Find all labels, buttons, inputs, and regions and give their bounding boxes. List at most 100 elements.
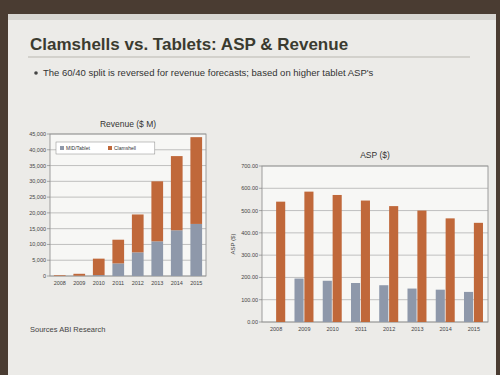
legend-box xyxy=(56,142,155,154)
bar-segment xyxy=(171,156,183,230)
y-tick xyxy=(47,260,50,261)
legend-label: MID/Tablet xyxy=(66,145,91,151)
y-tick-label: 25,000 xyxy=(29,194,46,200)
bar xyxy=(276,202,285,322)
grid-line xyxy=(50,212,206,213)
bar xyxy=(379,285,388,322)
x-tick-label: 2015 xyxy=(468,326,480,332)
y-tick-label: 0.00 xyxy=(247,319,258,325)
title-rule xyxy=(28,57,470,58)
slide xyxy=(8,14,496,375)
bullet-dot xyxy=(34,71,38,75)
bar xyxy=(436,290,445,322)
y-tick xyxy=(259,188,262,189)
bar xyxy=(474,223,483,322)
y-tick xyxy=(47,181,50,182)
x-tick-label: 2014 xyxy=(440,326,452,332)
y-tick xyxy=(47,149,50,150)
bar xyxy=(333,195,342,322)
y-tick-label: 15,000 xyxy=(29,226,46,232)
x-tick-label: 2012 xyxy=(132,280,144,286)
y-tick xyxy=(259,277,262,278)
y-tick xyxy=(259,322,262,323)
y-tick-label: 0 xyxy=(43,273,46,279)
x-tick-label: 2015 xyxy=(190,280,202,286)
source-note: Sources ABI Research xyxy=(30,325,105,334)
bar-segment xyxy=(93,259,105,275)
y-tick-label: 700.00 xyxy=(241,163,258,169)
y-tick xyxy=(259,299,262,300)
bar-segment xyxy=(171,230,183,276)
y-tick xyxy=(259,210,262,211)
y-tick-label: 35,000 xyxy=(29,163,46,169)
bar xyxy=(446,218,455,322)
bar xyxy=(304,192,313,322)
y-tick xyxy=(47,212,50,213)
y-tick xyxy=(47,134,50,135)
x-tick-label: 2008 xyxy=(54,280,66,286)
x-tick-label: 2010 xyxy=(327,326,339,332)
bar-segment xyxy=(112,240,124,264)
y-axis-label: ASP ($) xyxy=(230,234,236,255)
slide-photo: Clamshells vs. Tablets: ASP & RevenueThe… xyxy=(0,0,500,375)
y-tick-label: 30,000 xyxy=(29,178,46,184)
bar-segment xyxy=(151,241,163,276)
y-tick-label: 45,000 xyxy=(29,131,46,137)
bar xyxy=(407,289,416,322)
y-tick-label: 20,000 xyxy=(29,210,46,216)
y-tick-label: 40,000 xyxy=(29,147,46,153)
y-tick xyxy=(47,244,50,245)
bar-segment xyxy=(151,181,163,241)
y-tick xyxy=(259,232,262,233)
x-tick-label: 2013 xyxy=(151,280,163,286)
bar-segment xyxy=(190,137,202,224)
grid-line xyxy=(50,165,206,166)
bar-segment xyxy=(112,263,124,276)
bar-segment xyxy=(54,275,66,276)
x-tick-label: 2008 xyxy=(270,326,282,332)
bar xyxy=(294,279,303,322)
x-tick-label: 2013 xyxy=(411,326,423,332)
bar-segment xyxy=(132,214,144,252)
y-tick xyxy=(259,255,262,256)
grid-line xyxy=(50,181,206,182)
chart: Revenue ($ M)05,00010,00015,00020,00025,… xyxy=(29,119,206,286)
x-tick-label: 2011 xyxy=(112,280,124,286)
y-tick xyxy=(47,276,50,277)
y-tick-label: 500.00 xyxy=(241,208,258,214)
bars xyxy=(276,192,483,322)
y-tick xyxy=(47,197,50,198)
y-tick xyxy=(47,165,50,166)
bar xyxy=(351,283,360,322)
x-tick-label: 2012 xyxy=(383,326,395,332)
legend-swatch xyxy=(60,146,64,150)
bar xyxy=(361,201,370,322)
y-tick-label: 100.00 xyxy=(241,297,258,303)
bar xyxy=(389,206,398,322)
x-tick-label: 2010 xyxy=(93,280,105,286)
y-tick-label: 5,000 xyxy=(32,257,46,263)
grid-line xyxy=(50,260,206,261)
y-tick xyxy=(47,228,50,229)
room xyxy=(0,0,500,375)
x-tick-label: 2014 xyxy=(171,280,183,286)
legend: MID/Tablet Clamshell xyxy=(56,142,155,154)
plot-frame xyxy=(50,134,206,276)
grid-line xyxy=(262,210,488,211)
legend-label: Clamshell xyxy=(114,145,136,151)
bar-segment xyxy=(54,276,66,277)
chart-title: Revenue ($ M) xyxy=(100,119,156,129)
bar-segment xyxy=(132,252,144,276)
slide-top-band xyxy=(8,14,496,20)
x-tick-label: 2009 xyxy=(298,326,310,332)
grid-line xyxy=(50,134,206,135)
grid-line xyxy=(262,166,488,167)
y-tick-label: 200.00 xyxy=(241,274,258,280)
chart-title: ASP ($) xyxy=(360,150,390,160)
bullet-text: The 60/40 split is reversed for revenue … xyxy=(43,67,374,78)
grid-line xyxy=(50,244,206,245)
bars xyxy=(54,137,202,276)
x-tick-label: 2011 xyxy=(355,326,367,332)
grid-line xyxy=(262,188,488,189)
y-tick-label: 600.00 xyxy=(241,185,258,191)
